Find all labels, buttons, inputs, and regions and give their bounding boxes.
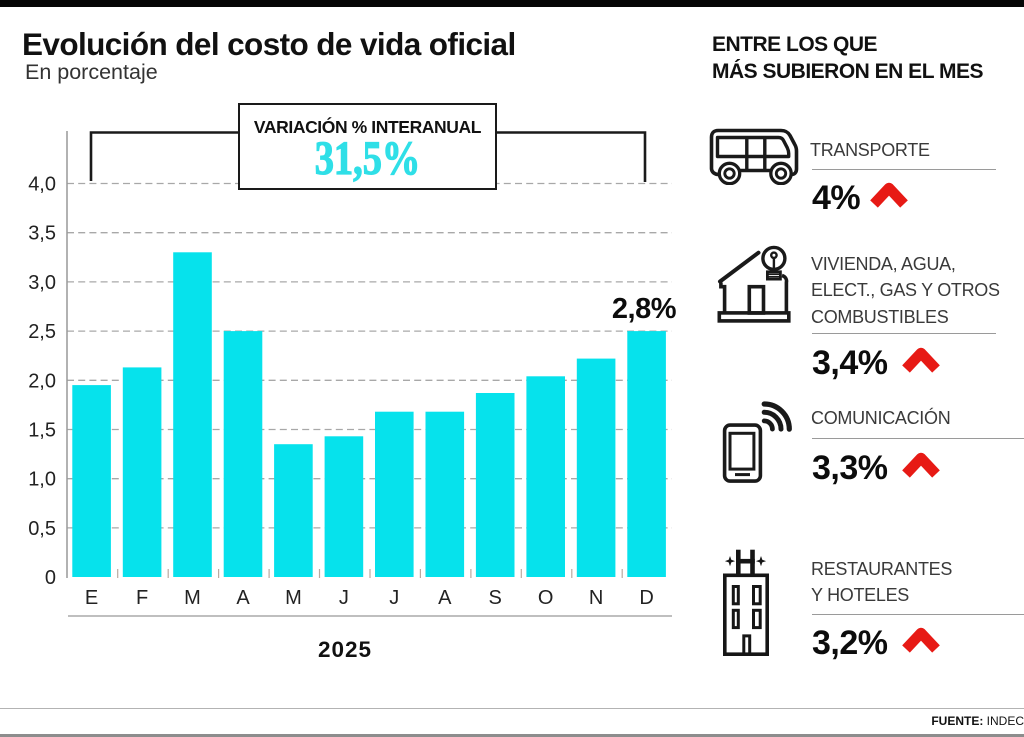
svg-text:0,5: 0,5	[28, 518, 56, 540]
svg-text:3,0: 3,0	[28, 272, 56, 294]
svg-text:J: J	[339, 587, 349, 609]
svg-text:2,0: 2,0	[28, 370, 56, 392]
svg-text:3,5: 3,5	[28, 223, 56, 245]
svg-text:M: M	[285, 587, 302, 609]
svg-text:A: A	[236, 587, 250, 609]
svg-text:A: A	[438, 587, 452, 609]
svg-text:F: F	[136, 587, 148, 609]
svg-text:2,5: 2,5	[28, 321, 56, 343]
svg-text:1,0: 1,0	[28, 469, 56, 491]
svg-text:4,0: 4,0	[28, 174, 56, 196]
svg-text:J: J	[389, 587, 399, 609]
svg-text:N: N	[589, 587, 603, 609]
svg-text:O: O	[538, 587, 554, 609]
svg-text:M: M	[184, 587, 201, 609]
svg-text:S: S	[489, 587, 502, 609]
svg-text:D: D	[639, 587, 653, 609]
svg-text:2025: 2025	[318, 637, 372, 662]
svg-text:2,8%: 2,8%	[612, 293, 677, 325]
svg-text:0: 0	[45, 567, 56, 589]
svg-text:1,5: 1,5	[28, 420, 56, 442]
svg-text:E: E	[85, 587, 98, 609]
